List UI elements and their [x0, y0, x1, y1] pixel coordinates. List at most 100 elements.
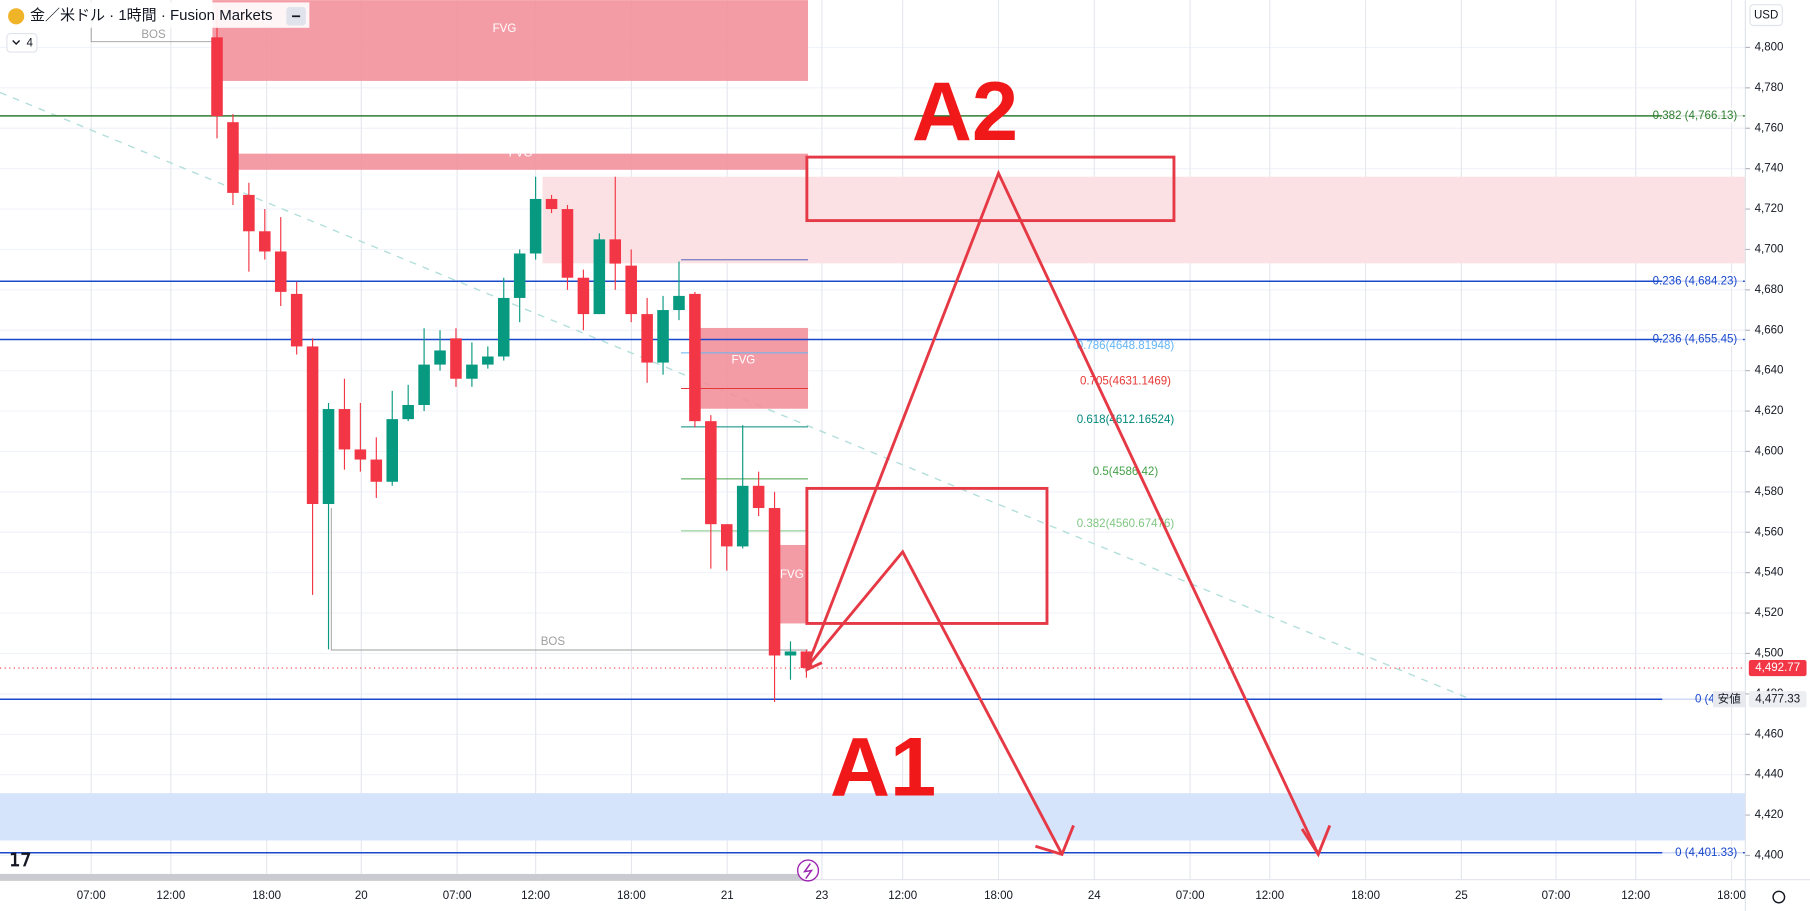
fib-label: 0.786(4648.81948): [1077, 340, 1175, 352]
x-tick-label: 07:00: [1176, 890, 1205, 902]
x-tick-label: 25: [1455, 890, 1468, 902]
candle-body: [641, 314, 653, 363]
candle-body: [322, 409, 335, 504]
low-tag-bg: [1713, 691, 1746, 708]
x-tick-label: 12:00: [156, 890, 185, 902]
fvg-label: FVG: [732, 354, 756, 366]
candle-body: [657, 310, 669, 363]
candle-body: [529, 198, 542, 254]
candle-body: [720, 524, 733, 547]
low-tag: 安値: [1718, 691, 1742, 705]
candle-body: [768, 508, 781, 656]
logo[interactable]: 𝟣𝟩: [9, 850, 31, 870]
x-tick-label: 07:00: [77, 890, 106, 902]
fib-label: 0.618(4612.16524): [1077, 414, 1175, 426]
candle-body: [306, 346, 319, 504]
fvg-zone: [235, 153, 809, 170]
x-tick-label: 18:00: [984, 890, 1013, 902]
y-tick-label: 4,800: [1755, 41, 1784, 53]
time-axis: [0, 879, 1746, 911]
level-label: 0.236 (4,655.45): [1653, 333, 1738, 345]
scenario-path: [805, 169, 1320, 855]
candle-body: [561, 209, 574, 278]
x-tick-label: 07:00: [443, 890, 472, 902]
x-tick-label: 12:00: [1621, 890, 1650, 902]
candle-body: [274, 251, 287, 292]
y-tick-label: 4,760: [1755, 122, 1784, 134]
last-price-badge: [1748, 659, 1807, 677]
candle-body: [689, 293, 701, 422]
y-tick-label: 4,660: [1755, 324, 1784, 336]
symbol-title[interactable]: 金／米ドル · 1時間 · Fusion Markets: [30, 7, 273, 24]
candle-body: [497, 297, 510, 357]
settings-icon[interactable]: [1772, 890, 1786, 904]
x-tick-label: 18:00: [1351, 890, 1380, 902]
x-tick-label: 12:00: [1255, 890, 1284, 902]
demand-zone: [0, 793, 1746, 841]
x-tick-label: 07:00: [1542, 890, 1571, 902]
alert-bolt: [802, 863, 814, 880]
price-axis: [1745, 0, 1810, 911]
candle-body: [386, 419, 399, 482]
indicator-toggle[interactable]: [6, 33, 38, 53]
bos-label: BOS: [141, 29, 166, 41]
scenario-label: A2: [912, 65, 1018, 158]
scrollbar[interactable]: [0, 873, 809, 881]
level-label-bg: [1662, 331, 1744, 347]
fib-label: 0.5(4586.42): [1093, 466, 1159, 478]
candle-body: [577, 277, 590, 315]
candle-body: [450, 338, 462, 379]
currency-box[interactable]: [1749, 4, 1783, 27]
low-price-badge: [1748, 691, 1807, 708]
y-tick-label: 4,720: [1755, 203, 1784, 215]
fib-label: 0.382(4560.67476): [1077, 518, 1175, 530]
level-label: 0 (4,401.33): [1675, 847, 1737, 859]
candle-body: [370, 459, 383, 482]
fvg-label: FVG: [509, 148, 533, 160]
level-label: 0.382 (4,766.13): [1653, 110, 1738, 122]
levels: 0.382 (4,766.13) 0.236 (4,684.23) 0.236 (4…: [0, 107, 1746, 860]
grid: [0, 0, 1746, 880]
low-price-label: 4,477.33: [1755, 693, 1800, 705]
candle-body: [338, 409, 351, 450]
candle-body: [466, 364, 478, 379]
candle-body: [784, 651, 797, 656]
candle-body: [545, 198, 558, 210]
bos-label: BOS: [541, 636, 566, 648]
candle-body: [290, 293, 303, 347]
x-tick-label: 24: [1088, 890, 1101, 902]
candles: [211, 7, 813, 702]
y-tick-label: 4,520: [1755, 607, 1784, 619]
candle-body: [434, 350, 446, 365]
candle-body: [673, 295, 685, 311]
candle-body: [259, 231, 271, 252]
scenario-path: [805, 549, 1064, 855]
x-tick-label: 18:00: [1717, 890, 1746, 902]
fvg-label: FVG: [780, 569, 804, 581]
x-tick-label: 18:00: [617, 890, 646, 902]
candle-body: [752, 485, 765, 509]
x-tick-label: 23: [815, 890, 828, 902]
candle-body: [705, 421, 717, 525]
indicator-count: 4: [27, 37, 34, 49]
last-price-label: 4,492.77: [1755, 662, 1800, 674]
chevron: [12, 40, 21, 45]
y-tick-label: 4,740: [1755, 163, 1784, 175]
y-tick-label: 4,440: [1755, 769, 1784, 781]
level-label-bg: [1662, 273, 1744, 289]
candle-body: [354, 449, 367, 460]
arrow-head: [1300, 824, 1332, 858]
y-tick-label: 4,540: [1755, 567, 1784, 579]
fvg-zone: [692, 327, 809, 409]
level-label-bg: [1662, 844, 1744, 860]
candle-body: [211, 37, 223, 117]
level-label: 0.236 (4,684.23): [1653, 275, 1738, 287]
currency: USD: [1754, 10, 1778, 22]
y-tick-label: 4,400: [1755, 850, 1784, 862]
target-box: [805, 155, 1176, 223]
x-tick-label: 18:00: [252, 890, 281, 902]
x-tick-label: 21: [721, 890, 734, 902]
y-tick-label: 4,680: [1755, 284, 1784, 296]
